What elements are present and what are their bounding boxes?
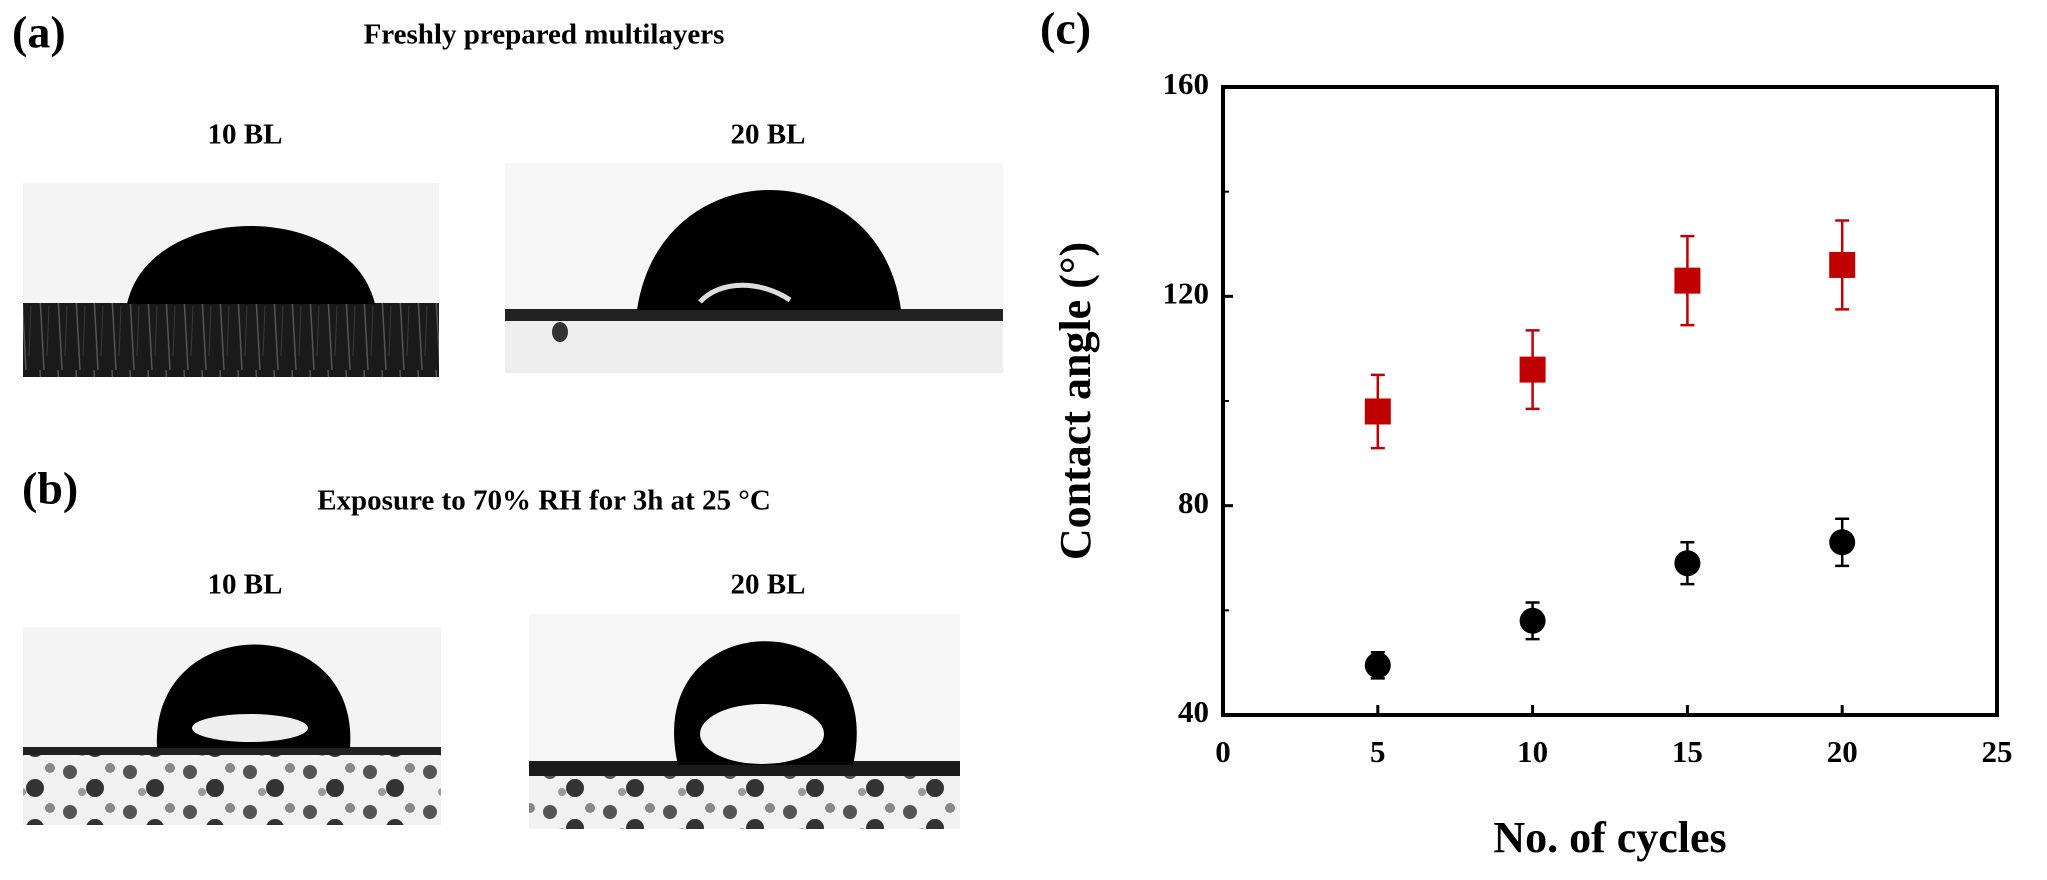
y-tick-label: 120	[1163, 275, 1210, 310]
panel-label: (a)	[12, 7, 66, 58]
image-label: 20 BL	[731, 569, 806, 601]
panel-title: Freshly prepared multilayers	[364, 19, 725, 51]
droplet-image	[23, 627, 441, 825]
x-tick-label: 25	[1982, 734, 2013, 769]
marker	[1829, 529, 1856, 556]
x-tick-label: 15	[1672, 734, 1703, 769]
image-label: 10 BL	[208, 569, 283, 601]
marker	[1364, 652, 1391, 679]
x-axis-label: No. of cycles	[1493, 813, 1726, 862]
droplet-image	[23, 183, 439, 377]
y-tick-label: 80	[1178, 485, 1209, 520]
x-tick-label: 0	[1215, 734, 1231, 769]
y-axis-label: Contact angle (°)	[1051, 242, 1100, 560]
droplet-image	[529, 614, 960, 829]
marker	[1364, 398, 1391, 425]
marker	[1519, 356, 1546, 383]
plot-frame	[1221, 85, 1999, 717]
x-tick-label: 10	[1517, 734, 1548, 769]
y-tick-label: 40	[1178, 694, 1209, 729]
marker	[1829, 251, 1856, 278]
panel-label: (b)	[22, 463, 78, 514]
panel-label: (c)	[1040, 3, 1091, 54]
panel-title: Exposure to 70% RH for 3h at 25 °C	[317, 485, 771, 517]
image-label: 20 BL	[731, 119, 806, 151]
x-tick-label: 20	[1827, 734, 1858, 769]
marker	[1674, 267, 1701, 294]
x-tick-label: 5	[1370, 734, 1386, 769]
image-label: 10 BL	[208, 119, 283, 151]
y-tick-label: 160	[1163, 66, 1210, 101]
marker	[1674, 550, 1701, 577]
droplet-image	[505, 163, 1003, 373]
marker	[1519, 607, 1546, 634]
